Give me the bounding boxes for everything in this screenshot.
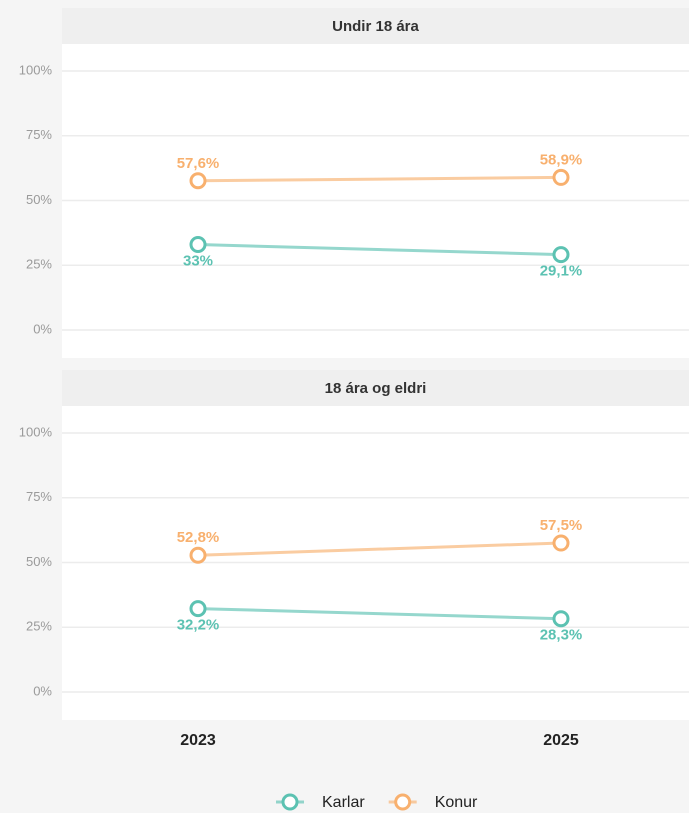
strip	[62, 8, 689, 44]
series-line	[197, 175, 562, 183]
data-label: 28,3%	[540, 627, 583, 644]
data-label: 58,9%	[540, 151, 583, 168]
data-label: 33%	[183, 252, 213, 269]
point	[189, 546, 207, 564]
y-tick-label: 75%	[26, 489, 52, 504]
data-label: 29,1%	[540, 263, 583, 280]
point	[552, 246, 570, 264]
y-tick-label: 0%	[33, 683, 52, 698]
y-tick-label: 100%	[19, 62, 53, 77]
legend-marker	[281, 793, 299, 811]
point	[552, 534, 570, 552]
y-tick-label: 75%	[26, 127, 52, 142]
point	[552, 168, 570, 186]
y-tick-label: 100%	[19, 424, 53, 439]
legend-label: Konur	[435, 794, 478, 811]
series-line	[197, 243, 562, 257]
y-tick-label: 25%	[26, 619, 52, 634]
legend-label: Karlar	[322, 794, 365, 811]
legend-marker	[394, 793, 412, 811]
y-tick-label: 50%	[26, 554, 52, 569]
y-tick-label: 25%	[26, 257, 52, 272]
strip	[62, 370, 689, 406]
x-tick-label: 2023	[180, 732, 216, 749]
facet-title: Undir 18 ára	[332, 18, 419, 35]
data-label: 57,6%	[177, 155, 220, 172]
y-tick-label: 50%	[26, 192, 52, 207]
point	[189, 236, 207, 254]
point	[189, 600, 207, 618]
data-label: 52,8%	[177, 529, 220, 546]
facet-title: 18 ára og eldri	[325, 380, 427, 397]
y-tick-label: 0%	[33, 321, 52, 336]
point	[189, 172, 207, 190]
point	[552, 610, 570, 628]
x-tick-label: 2025	[543, 732, 579, 749]
data-label: 57,5%	[540, 517, 583, 534]
series-line	[197, 607, 562, 621]
series-line	[197, 541, 562, 557]
data-label: 32,2%	[177, 617, 220, 634]
